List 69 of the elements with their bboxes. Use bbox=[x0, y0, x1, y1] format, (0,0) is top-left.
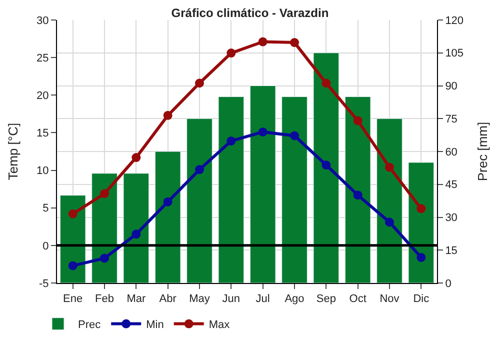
y-tick-label: 20 bbox=[36, 90, 49, 102]
x-tick-label: Sep bbox=[316, 293, 336, 306]
legend-label: Prec bbox=[78, 319, 102, 332]
point bbox=[416, 252, 426, 262]
x-tick-label: Abr bbox=[159, 293, 177, 306]
point bbox=[100, 254, 109, 263]
x-tick-label: Jul bbox=[256, 293, 270, 306]
x-tick-label: Dic bbox=[413, 293, 430, 306]
point bbox=[290, 131, 299, 140]
point bbox=[163, 110, 172, 120]
y-axis-title: Temp [°C] bbox=[6, 122, 20, 180]
point bbox=[385, 218, 394, 227]
point bbox=[195, 165, 204, 174]
bar bbox=[344, 96, 371, 283]
y-tick-label: 15 bbox=[36, 128, 49, 140]
point bbox=[385, 162, 394, 172]
point bbox=[226, 136, 236, 146]
y2-tick-label: 15 bbox=[445, 244, 458, 257]
y-tick-label: 10 bbox=[36, 165, 49, 178]
point bbox=[163, 197, 172, 206]
y2-tick-label: 45 bbox=[445, 179, 458, 192]
x-tick-label: Ene bbox=[63, 293, 83, 306]
point bbox=[100, 189, 109, 198]
y2-tick-label: 60 bbox=[445, 146, 458, 158]
x-tick-label: Nov bbox=[380, 293, 400, 306]
x-tick-label: Jun bbox=[222, 293, 240, 306]
bar bbox=[282, 96, 308, 283]
y-tick-label: 5 bbox=[42, 202, 49, 215]
y-tick-label: 25 bbox=[36, 52, 49, 64]
y2-tick-label: 105 bbox=[445, 48, 464, 60]
bar bbox=[376, 118, 402, 283]
x-tick-label: Ago bbox=[284, 293, 304, 306]
point bbox=[132, 153, 141, 162]
x-tick-label: Mar bbox=[126, 293, 146, 306]
point bbox=[322, 78, 331, 88]
point bbox=[416, 204, 426, 214]
bar bbox=[123, 173, 150, 283]
x-tick-label: May bbox=[189, 293, 210, 306]
y2-axis-title: Prec [mm] bbox=[475, 122, 490, 182]
y-tick-label: -5 bbox=[39, 278, 49, 290]
bar bbox=[408, 162, 434, 283]
y2-tick-label: 0 bbox=[445, 278, 452, 290]
bar bbox=[186, 118, 212, 283]
x-tick-label: Feb bbox=[95, 293, 114, 306]
chart-title: Gráfico climático - Varazdin bbox=[171, 6, 329, 20]
point bbox=[258, 37, 268, 46]
point bbox=[68, 209, 78, 218]
y-tick-label: 0 bbox=[42, 240, 49, 252]
bar bbox=[313, 52, 340, 283]
y2-tick-label: 75 bbox=[445, 113, 458, 126]
y2-tick-label: 90 bbox=[445, 80, 458, 93]
point bbox=[353, 190, 362, 200]
point bbox=[322, 160, 331, 170]
point bbox=[258, 127, 268, 136]
point bbox=[68, 261, 78, 270]
point bbox=[353, 116, 362, 126]
point bbox=[132, 230, 141, 239]
bar bbox=[154, 151, 181, 283]
legend-label: Min bbox=[146, 319, 164, 332]
point bbox=[226, 48, 236, 58]
y2-tick-label: 120 bbox=[445, 14, 464, 27]
y-tick-label: 30 bbox=[36, 14, 49, 27]
point bbox=[290, 38, 299, 48]
bar bbox=[250, 86, 276, 283]
legend-label: Max bbox=[208, 319, 230, 332]
y2-tick-label: 30 bbox=[445, 212, 458, 224]
bar bbox=[218, 96, 244, 283]
x-tick-label: Oct bbox=[349, 293, 366, 306]
point bbox=[195, 78, 204, 88]
